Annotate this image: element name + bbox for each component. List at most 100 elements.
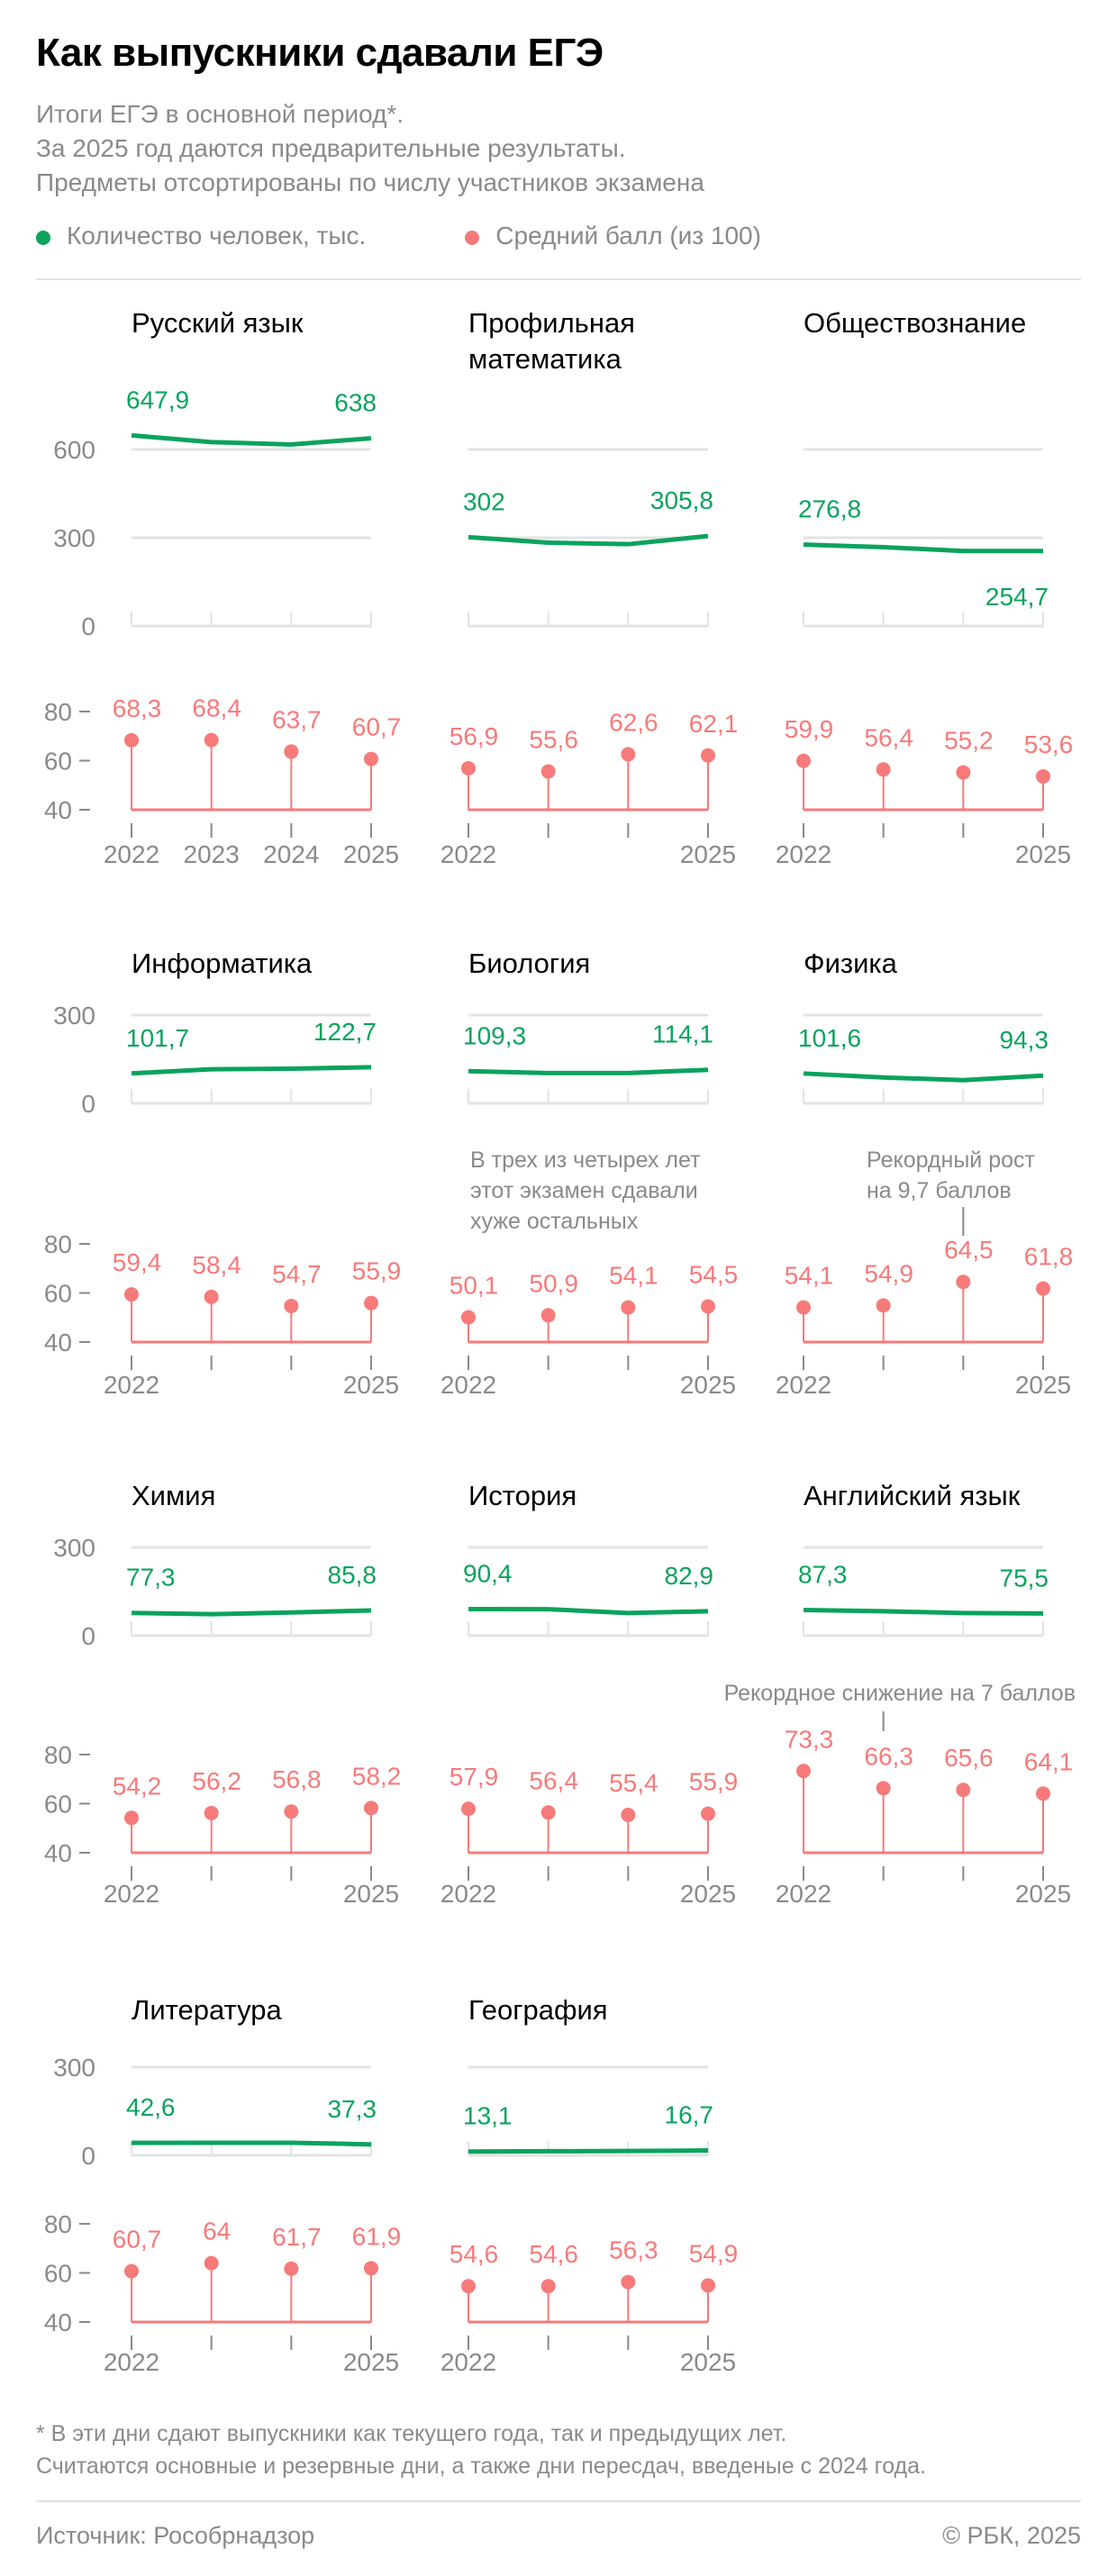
score-point bbox=[1036, 1281, 1050, 1296]
score-axis-tick-label: 80 bbox=[44, 698, 72, 726]
score-point bbox=[876, 762, 891, 777]
score-data-label: 54,9 bbox=[689, 2239, 739, 2267]
legend-item-count: Количество человек, тыс. bbox=[36, 222, 366, 250]
score-axis-tick-label: 60 bbox=[44, 748, 72, 776]
red-dot-icon bbox=[465, 230, 480, 245]
subtitle: Итоги ЕГЭ в основной период*. За 2025 го… bbox=[36, 97, 704, 200]
year-label: 2022 bbox=[440, 840, 496, 868]
score-data-label: 54,7 bbox=[272, 1260, 322, 1288]
count-axis-tick-label: 0 bbox=[81, 1622, 95, 1650]
score-point bbox=[621, 2274, 636, 2290]
score-data-label: 55,4 bbox=[609, 1769, 658, 1797]
score-data-label: 62,1 bbox=[689, 710, 739, 738]
score-data-label: 54,6 bbox=[450, 2240, 499, 2268]
score-point bbox=[621, 1808, 636, 1823]
score-data-label: 54,5 bbox=[689, 1260, 739, 1288]
score-point bbox=[701, 748, 715, 763]
score-axis-tick-label: 60 bbox=[44, 2260, 72, 2288]
score-data-label: 54,2 bbox=[113, 1772, 162, 1800]
count-line bbox=[803, 1071, 1044, 1083]
year-label: 2022 bbox=[776, 1371, 831, 1399]
year-label: 2022 bbox=[104, 1371, 159, 1399]
score-point bbox=[364, 1800, 378, 1816]
count-data-label: 90,4 bbox=[463, 1559, 513, 1587]
score-point bbox=[284, 744, 299, 759]
score-point bbox=[124, 1287, 139, 1302]
copyright: © РБК, 2025 bbox=[942, 2522, 1081, 2549]
score-data-label: 59,9 bbox=[785, 715, 834, 743]
score-data-label: 66,3 bbox=[864, 1742, 913, 1770]
score-axis-tick-label: 80 bbox=[44, 1230, 72, 1258]
score-data-label: 54,1 bbox=[785, 1262, 834, 1290]
count-data-label: 254,7 bbox=[985, 583, 1049, 611]
count-line bbox=[131, 1608, 372, 1617]
score-data-label: 50,1 bbox=[450, 1271, 499, 1299]
count-line bbox=[468, 533, 709, 547]
score-point bbox=[364, 2261, 378, 2276]
year-label: 2022 bbox=[104, 1880, 159, 1908]
score-point bbox=[621, 747, 636, 762]
count-data-label: 42,6 bbox=[126, 2093, 176, 2121]
score-point bbox=[364, 751, 378, 766]
score-point bbox=[956, 1274, 971, 1290]
count-data-label: 305,8 bbox=[650, 486, 713, 514]
count-axis-tick-label: 300 bbox=[53, 524, 95, 552]
score-point bbox=[796, 1300, 811, 1315]
footnote-line: Считаются основные и резервные дни, а та… bbox=[36, 2454, 926, 2479]
page-title: Как выпускники сдавали ЕГЭ bbox=[36, 31, 604, 75]
score-point bbox=[540, 1308, 556, 1323]
year-label: 2025 bbox=[343, 2348, 399, 2376]
score-data-label: 63,7 bbox=[272, 705, 322, 733]
count-line bbox=[468, 1606, 709, 1616]
count-data-label: 302 bbox=[463, 487, 505, 515]
count-axis-tick-label: 0 bbox=[81, 612, 95, 640]
subject-title: Русский язык bbox=[132, 307, 304, 339]
score-data-label: 56,2 bbox=[192, 1767, 241, 1795]
score-data-label: 56,3 bbox=[609, 2236, 658, 2264]
score-point bbox=[461, 760, 476, 776]
score-data-label: 57,9 bbox=[450, 1763, 499, 1791]
count-axis-tick-label: 600 bbox=[53, 436, 95, 464]
year-label: 2025 bbox=[680, 1371, 736, 1399]
divider bbox=[36, 2500, 1081, 2502]
count-data-label: 647,9 bbox=[126, 385, 189, 413]
score-data-label: 62,6 bbox=[609, 708, 658, 736]
score-point bbox=[540, 764, 556, 779]
year-label: 2025 bbox=[1015, 1371, 1071, 1399]
subject-title: История bbox=[468, 1480, 577, 1511]
score-data-label: 56,9 bbox=[450, 722, 499, 750]
count-data-label: 101,7 bbox=[126, 1024, 189, 1052]
score-data-label: 65,6 bbox=[944, 1744, 994, 1772]
annotation: хуже остальных bbox=[470, 1209, 639, 1234]
score-data-label: 60,7 bbox=[352, 713, 402, 741]
score-data-label: 59,4 bbox=[113, 1248, 162, 1276]
score-axis-tick-label: 40 bbox=[44, 796, 72, 824]
year-label: 2022 bbox=[776, 840, 831, 868]
score-data-label: 54,6 bbox=[529, 2240, 578, 2268]
subject-title: Биология bbox=[468, 948, 590, 979]
count-data-label: 13,1 bbox=[463, 2102, 513, 2130]
subject-title: Химия bbox=[132, 1480, 215, 1511]
score-axis-tick-label: 40 bbox=[44, 1839, 72, 1867]
score-point bbox=[284, 1804, 299, 1819]
score-axis-tick-label: 60 bbox=[44, 1280, 72, 1308]
legend: Количество человек, тыс. Средний балл (и… bbox=[36, 222, 761, 250]
score-point bbox=[701, 1806, 715, 1821]
score-axis-tick-label: 80 bbox=[44, 2210, 72, 2238]
count-line bbox=[131, 1065, 372, 1076]
score-point bbox=[284, 1298, 299, 1313]
score-point bbox=[1036, 768, 1050, 784]
year-label: 2025 bbox=[680, 840, 736, 868]
score-data-label: 55,2 bbox=[944, 727, 994, 755]
annotation: на 9,7 баллов bbox=[867, 1178, 1012, 1203]
count-data-label: 87,3 bbox=[798, 1560, 848, 1588]
score-data-label: 55,6 bbox=[529, 725, 578, 753]
legend-label: Средний балл (из 100) bbox=[495, 222, 761, 249]
score-data-label: 55,9 bbox=[352, 1257, 402, 1285]
subject-title: математика bbox=[468, 343, 622, 375]
score-axis-tick-label: 40 bbox=[44, 2308, 72, 2336]
count-data-label: 16,7 bbox=[665, 2101, 714, 2129]
score-data-label: 54,1 bbox=[609, 1262, 658, 1290]
footnote-line: * В эти дни сдают выпускники как текущег… bbox=[36, 2421, 787, 2446]
score-point bbox=[876, 1781, 891, 1796]
